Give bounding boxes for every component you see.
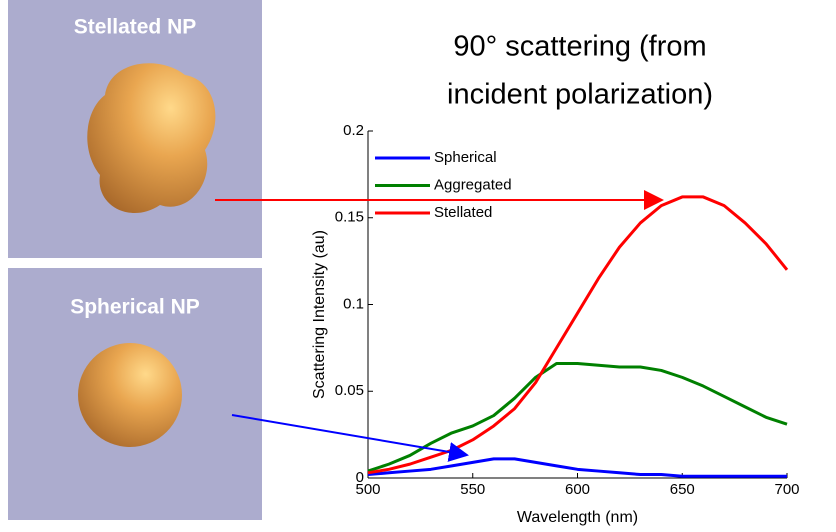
x-tick-label: 600 <box>565 481 590 498</box>
chart-title: 90° scattering (from <box>453 31 706 63</box>
y-axis-label: Scattering Intensity (au) <box>311 230 328 399</box>
y-tick-label: 0.15 <box>335 209 364 226</box>
y-tick-label: 0.2 <box>343 122 364 139</box>
x-tick-label: 500 <box>355 481 380 498</box>
legend-label: Stellated <box>434 204 492 221</box>
y-tick-label: 0.1 <box>343 295 364 312</box>
chart-title: incident polarization) <box>447 79 713 111</box>
x-tick-label: 650 <box>670 481 695 498</box>
legend-label: Spherical <box>434 149 497 166</box>
slide: Stellated NP Spherical NP 90° scattering… <box>0 0 836 527</box>
panel-label: Spherical NP <box>70 296 200 319</box>
panel-label: Stellated NP <box>74 16 197 39</box>
series-line <box>368 197 787 473</box>
x-tick-label: 700 <box>774 481 799 498</box>
spherical-particle <box>78 343 182 447</box>
arrow <box>232 415 467 455</box>
x-tick-label: 550 <box>460 481 485 498</box>
x-axis-label: Wavelength (nm) <box>517 509 638 526</box>
y-tick-label: 0.05 <box>335 382 364 399</box>
series-line <box>368 363 787 471</box>
legend-label: Aggregated <box>434 176 512 193</box>
